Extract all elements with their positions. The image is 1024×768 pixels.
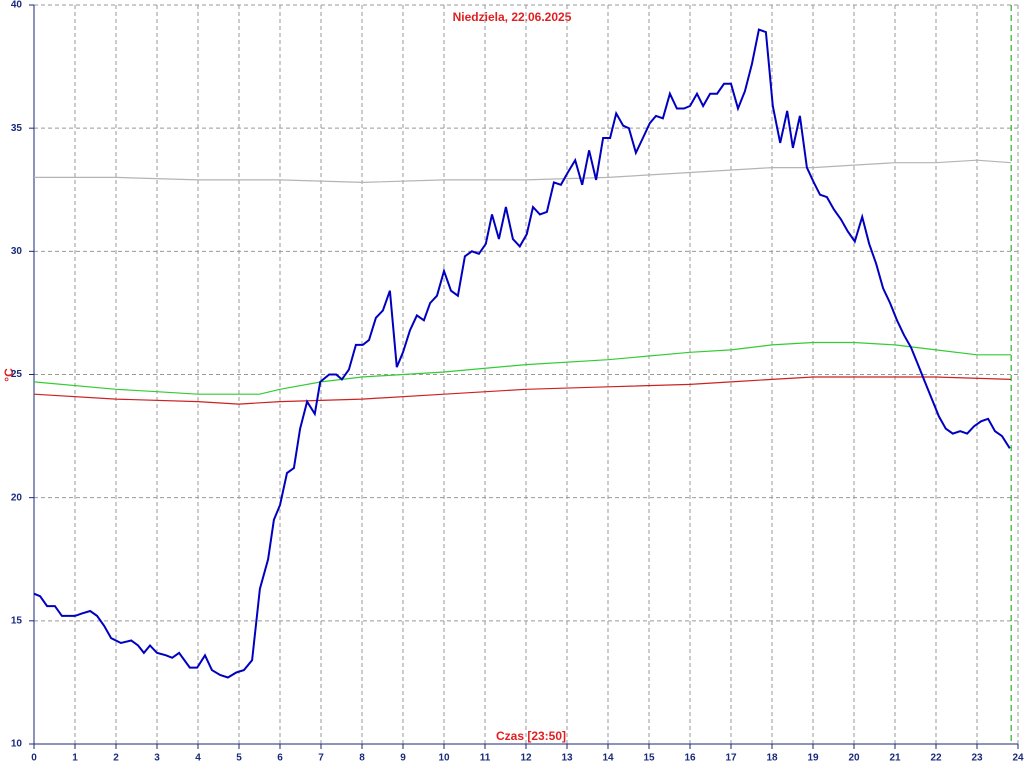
x-tick-label: 0 bbox=[31, 753, 37, 764]
x-tick-label: 2 bbox=[113, 753, 119, 764]
x-tick-label: 21 bbox=[889, 753, 901, 764]
x-tick-label: 17 bbox=[725, 753, 737, 764]
x-tick-label: 14 bbox=[602, 753, 614, 764]
x-tick-label: 12 bbox=[520, 753, 532, 764]
y-tick-label: 25 bbox=[11, 369, 23, 380]
x-tick-label: 4 bbox=[195, 753, 201, 764]
series-line bbox=[33, 28, 1011, 679]
y-axis-label: °C bbox=[2, 368, 16, 382]
x-tick-label: 22 bbox=[930, 753, 942, 764]
x-tick-label: 18 bbox=[766, 753, 778, 764]
y-tick-label: 40 bbox=[11, 0, 23, 11]
x-tick-label: 7 bbox=[318, 753, 324, 764]
x-tick-label: 9 bbox=[400, 753, 406, 764]
y-tick-label: 20 bbox=[11, 492, 23, 503]
y-tick-label: 30 bbox=[11, 246, 23, 257]
y-tick-label: 35 bbox=[11, 123, 23, 134]
x-tick-label: 13 bbox=[561, 753, 573, 764]
x-tick-label: 5 bbox=[236, 753, 242, 764]
x-axis-label: Czas [23:50] bbox=[496, 729, 566, 743]
x-tick-label: 11 bbox=[480, 753, 491, 764]
x-tick-label: 8 bbox=[359, 753, 365, 764]
y-tick-label: 10 bbox=[11, 739, 23, 750]
x-tick-label: 6 bbox=[277, 753, 283, 764]
x-tick-label: 20 bbox=[848, 753, 860, 764]
y-tick-label: 15 bbox=[11, 615, 23, 626]
chart-title: Niedziela, 22.06.2025 bbox=[453, 10, 572, 24]
series-line bbox=[33, 376, 1012, 405]
x-tick-label: 15 bbox=[643, 753, 655, 764]
x-tick-label: 10 bbox=[438, 753, 450, 764]
x-tick-label: 1 bbox=[72, 753, 78, 764]
series-line bbox=[33, 341, 1011, 395]
x-tick-label: 23 bbox=[971, 753, 983, 764]
series-line bbox=[34, 159, 1012, 184]
x-tick-label: 19 bbox=[807, 753, 819, 764]
x-tick-label: 16 bbox=[684, 753, 696, 764]
x-tick-label: 3 bbox=[154, 753, 160, 764]
x-tick-label: 24 bbox=[1012, 753, 1024, 764]
